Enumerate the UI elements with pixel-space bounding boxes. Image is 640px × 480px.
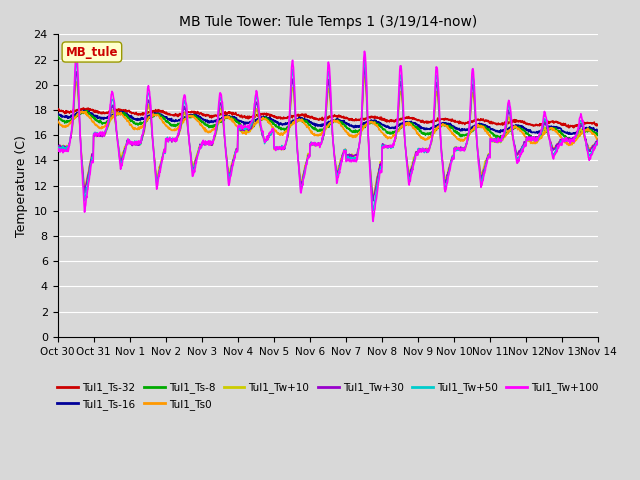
Y-axis label: Temperature (C): Temperature (C): [15, 135, 28, 237]
Title: MB Tule Tower: Tule Temps 1 (3/19/14-now): MB Tule Tower: Tule Temps 1 (3/19/14-now…: [179, 15, 477, 29]
Text: MB_tule: MB_tule: [66, 46, 118, 59]
Legend: Tul1_Ts-32, Tul1_Ts-16, Tul1_Ts-8, Tul1_Ts0, Tul1_Tw+10, Tul1_Tw+30, Tul1_Tw+50,: Tul1_Ts-32, Tul1_Ts-16, Tul1_Ts-8, Tul1_…: [53, 378, 603, 414]
